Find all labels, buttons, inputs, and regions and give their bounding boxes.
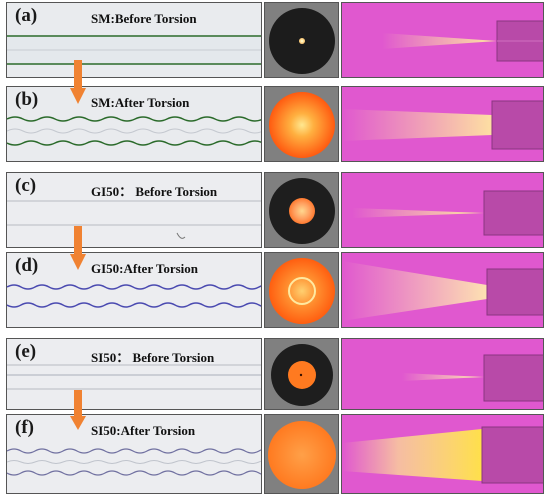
panel-title: GI50:After Torsion (91, 261, 199, 276)
end-face-image (264, 86, 339, 162)
end-face-image (264, 414, 339, 494)
microscope-image-si50-after: (f) SI50:After Torsion (6, 414, 262, 494)
fiber-side-view (7, 415, 261, 493)
panel-b: (b) SM:After Torsion (0, 86, 550, 162)
panel-letter: (e) (15, 341, 37, 362)
panel-title: SM:After Torsion (91, 95, 190, 110)
panel-letter: (a) (15, 5, 38, 26)
end-face-image (264, 252, 339, 328)
panel-c: (c) GI50： Before Torsion (0, 172, 550, 248)
microscope-image-sm-before: (a) SM:Before Torsion (6, 2, 262, 78)
output-beam-image (341, 172, 544, 248)
panel-a: (a) SM:Before Torsion (0, 2, 550, 78)
microscope-image-gi50-before: (c) GI50： Before Torsion (6, 172, 262, 248)
fiber-side-view (7, 3, 261, 77)
panel-letter: (d) (15, 255, 39, 276)
microscope-image-gi50-after: (d) GI50:After Torsion (6, 252, 262, 328)
arrow-down-icon (70, 60, 86, 104)
panel-title: SI50:After Torsion (91, 423, 196, 438)
output-beam-image (341, 2, 544, 78)
panel-title: GI50： Before Torsion (91, 184, 218, 199)
panel-e: (e) SI50： Before Torsion (0, 338, 550, 410)
fiber-side-view (7, 87, 261, 161)
microscope-image-sm-after: (b) SM:After Torsion (6, 86, 262, 162)
arrow-down-icon (70, 390, 86, 430)
fiber-side-view (7, 173, 261, 247)
panel-letter: (f) (15, 417, 34, 438)
fiber-side-view (7, 339, 261, 409)
fiber-side-view (7, 253, 261, 327)
output-beam-image (341, 252, 544, 328)
arrow-down-icon (70, 226, 86, 270)
end-face-image (264, 2, 339, 78)
output-beam-image (341, 414, 544, 494)
end-face-image (264, 338, 339, 410)
output-beam-image (341, 86, 544, 162)
microscope-image-si50-before: (e) SI50： Before Torsion (6, 338, 262, 410)
panel-f: (f) SI50:After Torsion (0, 414, 550, 494)
panel-title: SI50： Before Torsion (91, 350, 215, 365)
panel-letter: (b) (15, 89, 39, 110)
panel-title: SM:Before Torsion (91, 11, 197, 26)
panel-d: (d) GI50:After Torsion (0, 252, 550, 328)
panel-letter: (c) (15, 175, 37, 196)
output-beam-image (341, 338, 544, 410)
end-face-image (264, 172, 339, 248)
